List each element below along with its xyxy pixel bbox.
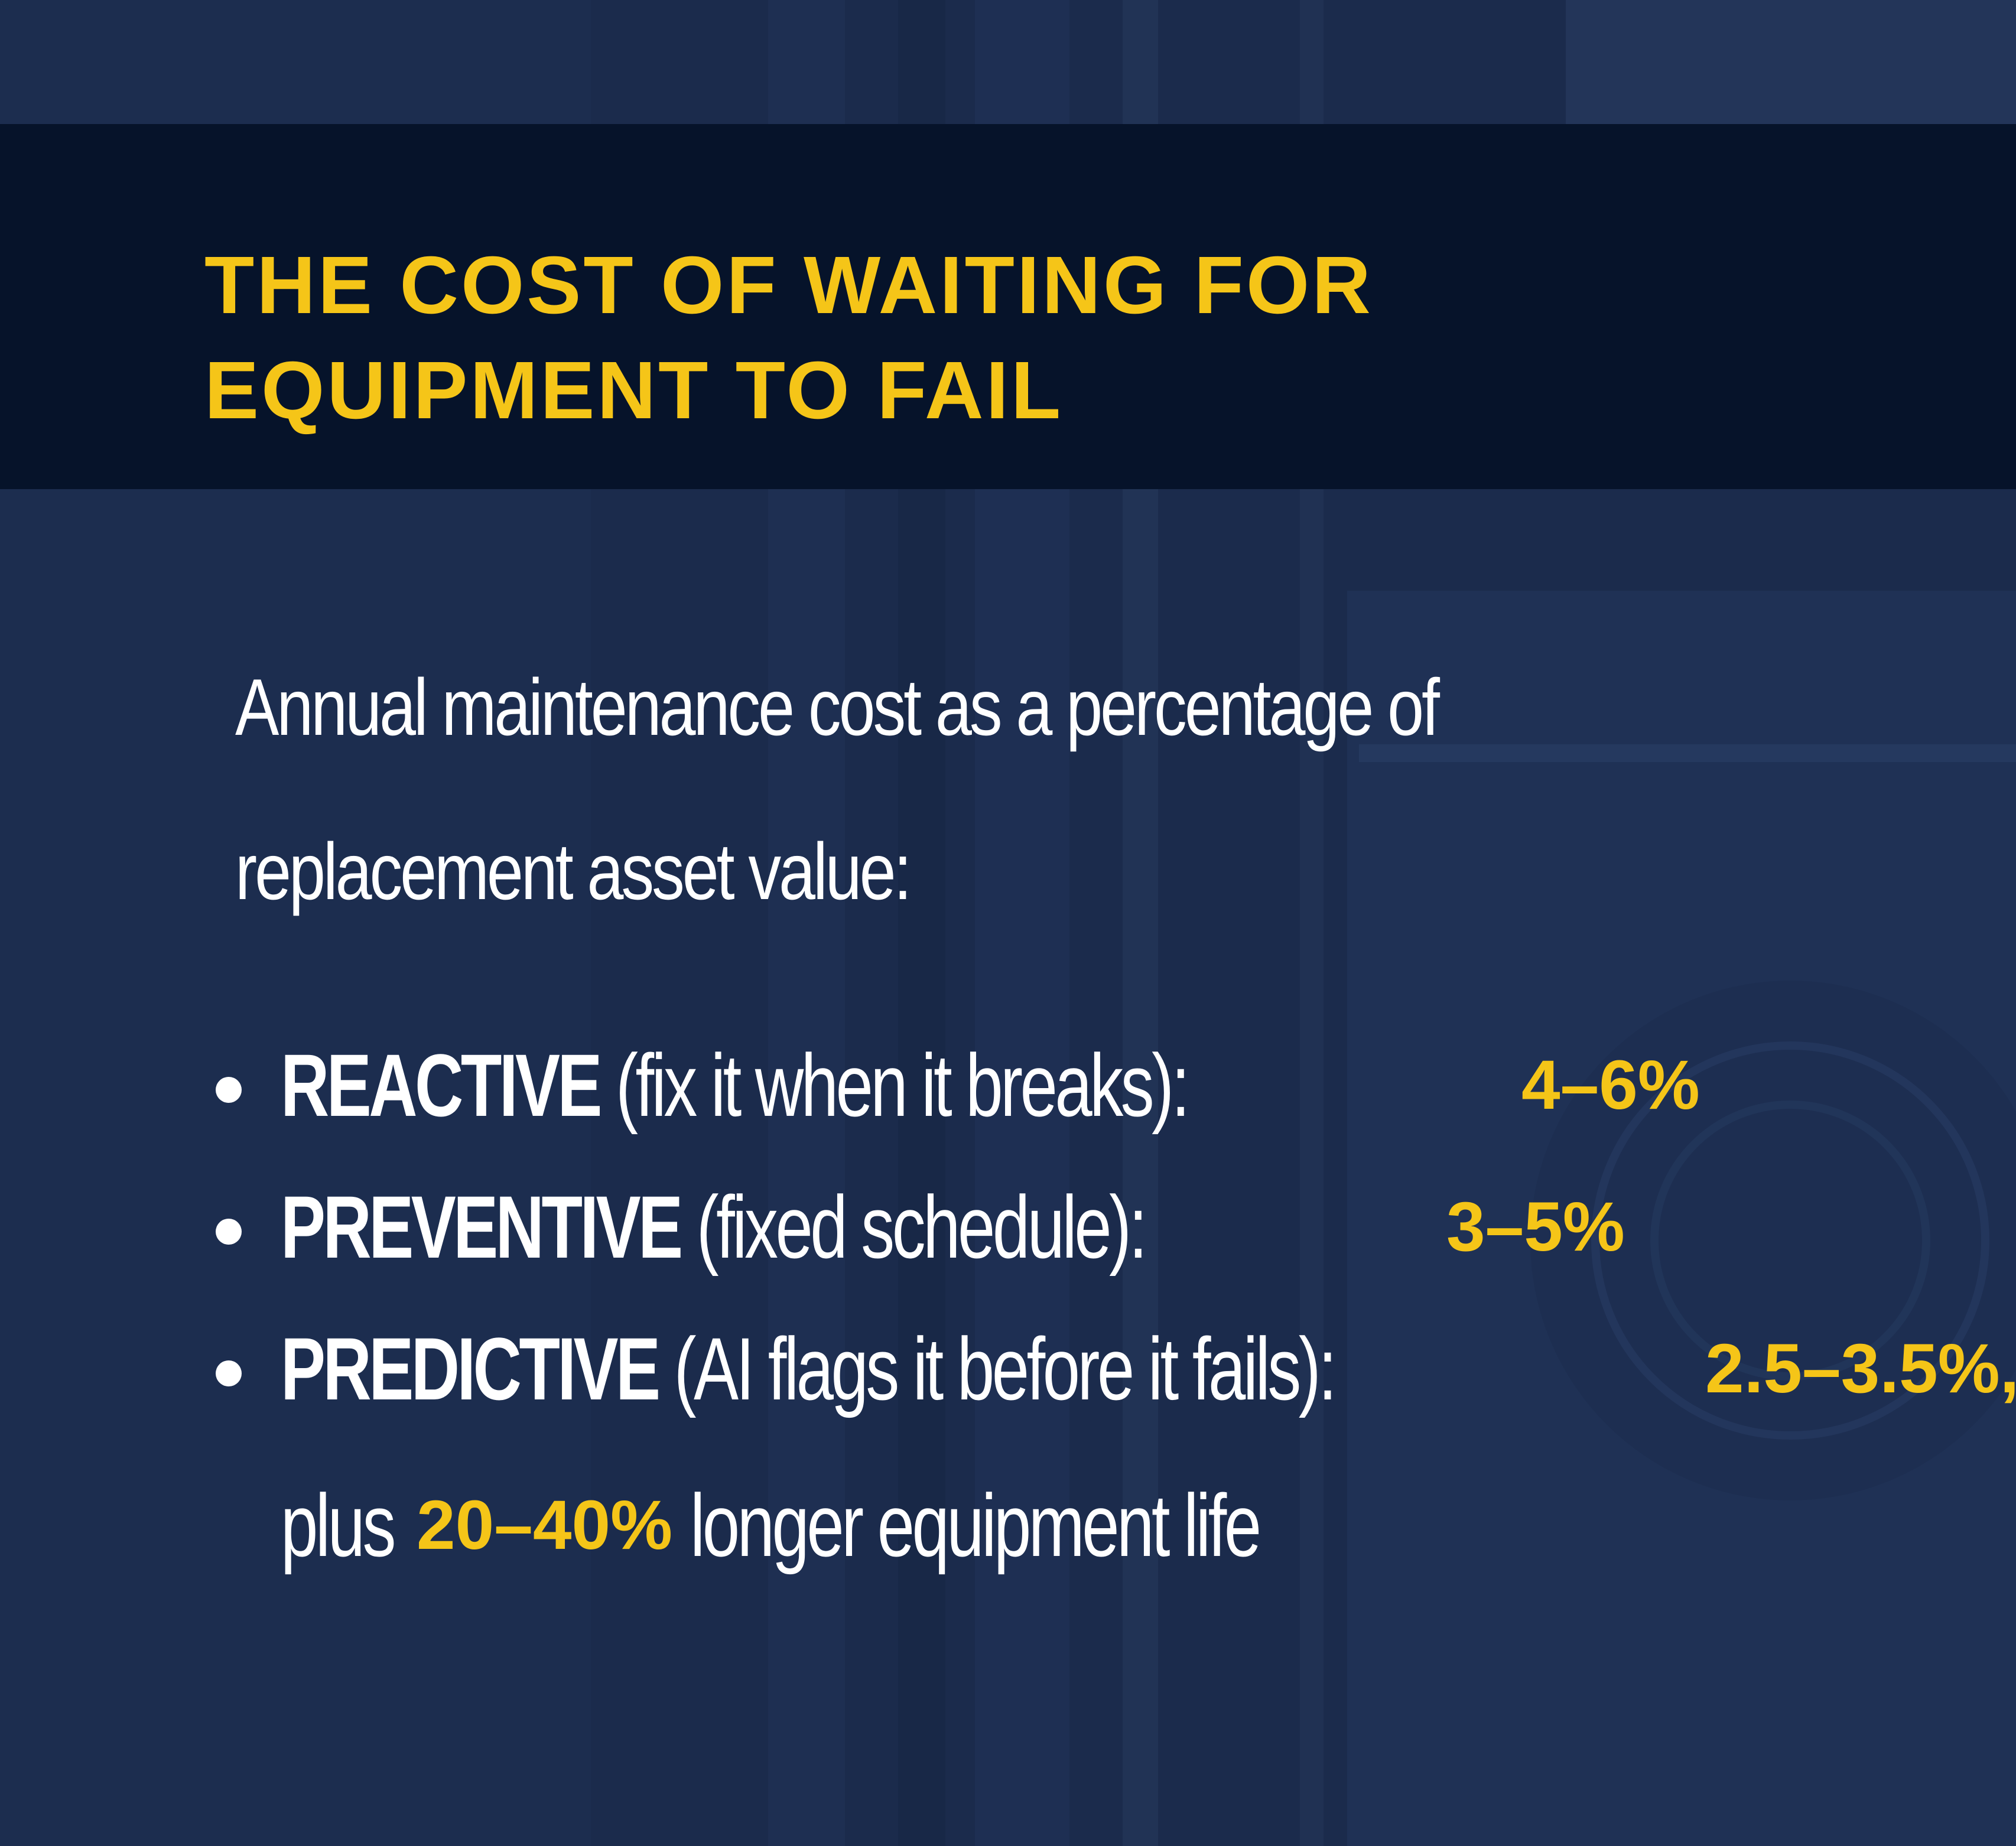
- intro-line-1: Annual maintenance cost as a percentage …: [235, 662, 1440, 752]
- strategy-value: 4–6%: [1521, 1046, 1700, 1124]
- continuation-suffix: longer equipment life: [690, 1476, 1261, 1575]
- bullet-icon: [216, 1219, 242, 1245]
- life-extension-value: 20–40%: [417, 1486, 673, 1564]
- list-item-text: REACTIVE (fix it when it breaks):: [281, 1014, 1190, 1156]
- strategy-description: (fixed schedule):: [680, 1177, 1147, 1277]
- bullet-icon: [216, 1077, 242, 1103]
- intro-text: Annual maintenance cost as a percentage …: [235, 625, 1440, 953]
- predictive-continuation: plus 20–40% longer equipment life: [281, 1444, 1439, 1607]
- intro-line-2: replacement asset value:: [235, 826, 912, 916]
- list-item-text: PREDICTIVE (AI flags it before it fails)…: [281, 1298, 1337, 1440]
- page-title: THE COST OF WAITING FOR EQUIPMENT TO FAI…: [204, 233, 1373, 443]
- list-item-text: PREVENTIVE (fixed schedule):: [281, 1156, 1147, 1298]
- strategy-value: 2.5–3.5%,: [1705, 1330, 2016, 1408]
- strategy-term: REACTIVE: [281, 1036, 602, 1135]
- title-line-2: EQUIPMENT TO FAIL: [204, 345, 1064, 436]
- title-band: [0, 124, 2016, 489]
- bullet-icon: [216, 1360, 242, 1386]
- strategy-term: PREDICTIVE: [281, 1319, 661, 1418]
- continuation-prefix: plus: [281, 1476, 396, 1575]
- strategy-description: (fix it when it breaks):: [599, 1036, 1190, 1135]
- title-line-1: THE COST OF WAITING FOR: [204, 240, 1373, 331]
- strategy-description: (AI flags it before it fails):: [658, 1319, 1337, 1418]
- strategy-term: PREVENTIVE: [281, 1177, 683, 1277]
- strategy-value: 3–5%: [1446, 1188, 1625, 1266]
